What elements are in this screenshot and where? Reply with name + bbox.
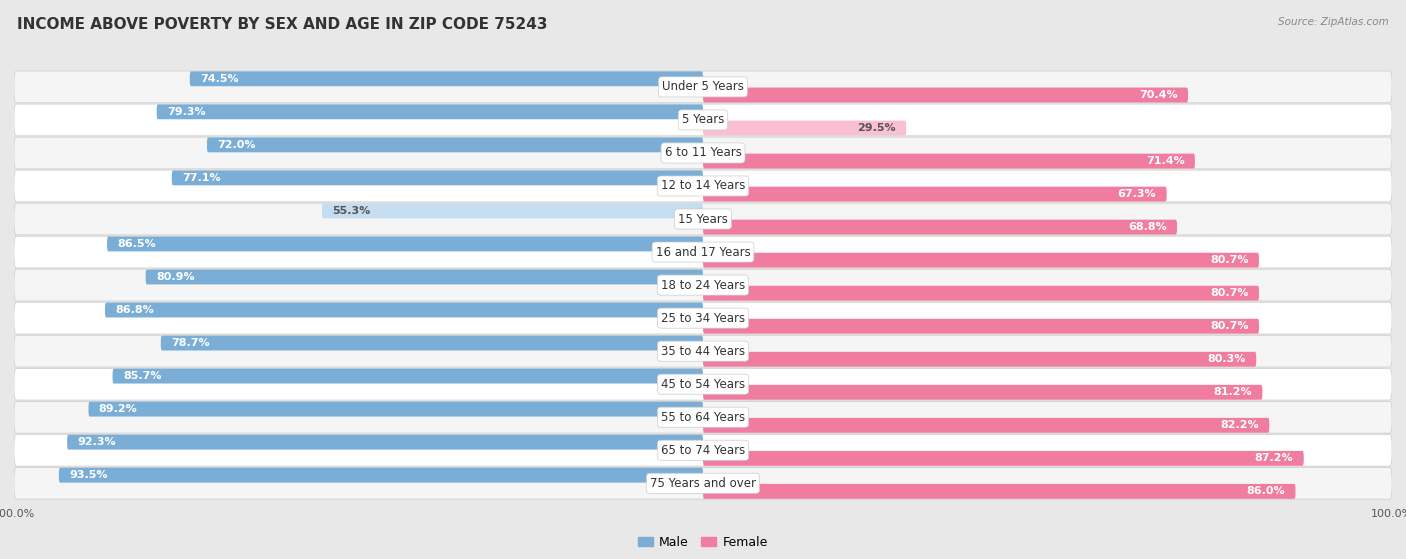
FancyBboxPatch shape xyxy=(105,302,703,318)
Text: 55 to 64 Years: 55 to 64 Years xyxy=(661,411,745,424)
FancyBboxPatch shape xyxy=(14,335,1392,367)
Text: 86.0%: 86.0% xyxy=(1247,486,1285,496)
FancyBboxPatch shape xyxy=(703,253,1258,268)
FancyBboxPatch shape xyxy=(14,236,1392,268)
FancyBboxPatch shape xyxy=(703,451,1303,466)
Legend: Male, Female: Male, Female xyxy=(633,530,773,553)
Text: Source: ZipAtlas.com: Source: ZipAtlas.com xyxy=(1278,17,1389,27)
Text: 71.4%: 71.4% xyxy=(1146,156,1185,166)
Text: 87.2%: 87.2% xyxy=(1254,453,1294,463)
Text: 93.5%: 93.5% xyxy=(69,470,108,480)
FancyBboxPatch shape xyxy=(14,170,1392,202)
FancyBboxPatch shape xyxy=(703,418,1270,433)
FancyBboxPatch shape xyxy=(14,401,1392,433)
FancyBboxPatch shape xyxy=(703,385,1263,400)
Text: 15 Years: 15 Years xyxy=(678,212,728,225)
Text: 86.5%: 86.5% xyxy=(118,239,156,249)
FancyBboxPatch shape xyxy=(14,467,1392,499)
FancyBboxPatch shape xyxy=(14,434,1392,466)
Text: 29.5%: 29.5% xyxy=(858,123,896,133)
FancyBboxPatch shape xyxy=(67,435,703,449)
Text: 45 to 54 Years: 45 to 54 Years xyxy=(661,378,745,391)
Text: 85.7%: 85.7% xyxy=(122,371,162,381)
Text: 55.3%: 55.3% xyxy=(332,206,371,216)
FancyBboxPatch shape xyxy=(112,369,703,383)
FancyBboxPatch shape xyxy=(703,286,1258,301)
FancyBboxPatch shape xyxy=(59,468,703,482)
FancyBboxPatch shape xyxy=(107,236,703,252)
FancyBboxPatch shape xyxy=(190,72,703,86)
FancyBboxPatch shape xyxy=(14,269,1392,301)
Text: 74.5%: 74.5% xyxy=(200,74,239,84)
Text: 5 Years: 5 Years xyxy=(682,113,724,126)
Text: 6 to 11 Years: 6 to 11 Years xyxy=(665,146,741,159)
Text: 72.0%: 72.0% xyxy=(218,140,256,150)
FancyBboxPatch shape xyxy=(160,335,703,350)
FancyBboxPatch shape xyxy=(703,484,1295,499)
Text: 80.3%: 80.3% xyxy=(1208,354,1246,364)
Text: 81.2%: 81.2% xyxy=(1213,387,1253,397)
Text: 16 and 17 Years: 16 and 17 Years xyxy=(655,245,751,259)
FancyBboxPatch shape xyxy=(703,187,1167,201)
Text: 35 to 44 Years: 35 to 44 Years xyxy=(661,345,745,358)
FancyBboxPatch shape xyxy=(14,302,1392,334)
Text: Under 5 Years: Under 5 Years xyxy=(662,80,744,93)
FancyBboxPatch shape xyxy=(14,104,1392,136)
FancyBboxPatch shape xyxy=(703,121,907,135)
Text: 68.8%: 68.8% xyxy=(1128,222,1167,232)
Text: 89.2%: 89.2% xyxy=(98,404,138,414)
Text: 67.3%: 67.3% xyxy=(1118,189,1156,199)
FancyBboxPatch shape xyxy=(146,269,703,285)
FancyBboxPatch shape xyxy=(703,88,1188,102)
Text: 25 to 34 Years: 25 to 34 Years xyxy=(661,311,745,325)
FancyBboxPatch shape xyxy=(14,137,1392,169)
Text: 77.1%: 77.1% xyxy=(183,173,221,183)
Text: 80.7%: 80.7% xyxy=(1211,288,1249,298)
FancyBboxPatch shape xyxy=(703,352,1256,367)
Text: 70.4%: 70.4% xyxy=(1139,90,1178,100)
FancyBboxPatch shape xyxy=(703,220,1177,235)
FancyBboxPatch shape xyxy=(322,203,703,219)
FancyBboxPatch shape xyxy=(703,154,1195,168)
Text: 12 to 14 Years: 12 to 14 Years xyxy=(661,179,745,192)
FancyBboxPatch shape xyxy=(14,203,1392,235)
Text: 79.3%: 79.3% xyxy=(167,107,205,117)
FancyBboxPatch shape xyxy=(207,138,703,152)
Text: 75 Years and over: 75 Years and over xyxy=(650,477,756,490)
FancyBboxPatch shape xyxy=(156,105,703,119)
Text: 80.7%: 80.7% xyxy=(1211,255,1249,265)
Text: 65 to 74 Years: 65 to 74 Years xyxy=(661,444,745,457)
Text: 18 to 24 Years: 18 to 24 Years xyxy=(661,278,745,292)
Text: 78.7%: 78.7% xyxy=(172,338,209,348)
Text: 82.2%: 82.2% xyxy=(1220,420,1258,430)
Text: 80.7%: 80.7% xyxy=(1211,321,1249,331)
FancyBboxPatch shape xyxy=(703,319,1258,334)
Text: 86.8%: 86.8% xyxy=(115,305,155,315)
FancyBboxPatch shape xyxy=(14,71,1392,103)
FancyBboxPatch shape xyxy=(14,368,1392,400)
Text: 80.9%: 80.9% xyxy=(156,272,194,282)
FancyBboxPatch shape xyxy=(89,402,703,416)
Text: INCOME ABOVE POVERTY BY SEX AND AGE IN ZIP CODE 75243: INCOME ABOVE POVERTY BY SEX AND AGE IN Z… xyxy=(17,17,547,32)
FancyBboxPatch shape xyxy=(172,170,703,186)
Text: 92.3%: 92.3% xyxy=(77,437,117,447)
